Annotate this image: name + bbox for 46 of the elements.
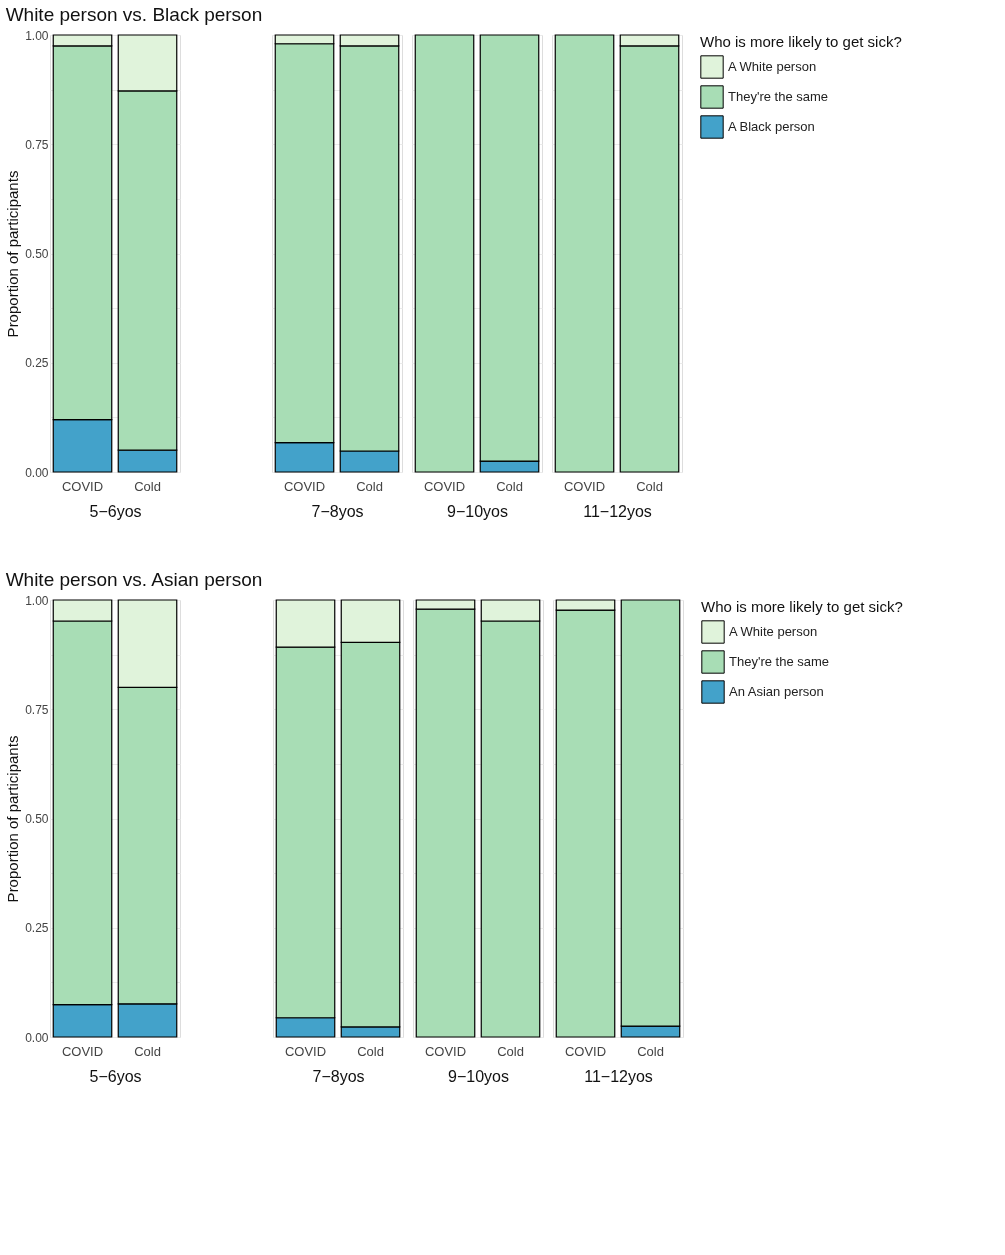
legend-label: They're the same — [729, 654, 830, 669]
x-tick-label: COVID — [564, 1043, 607, 1059]
y-tick-label: 0.25 — [25, 356, 49, 371]
x-tick-label: Cold — [134, 478, 161, 494]
legend-title: Who is more likely to get sick? — [700, 33, 902, 50]
y-axis-title: Proportion of participants — [4, 735, 22, 903]
legend-label: A White person — [728, 59, 817, 74]
x-tick-label: COVID — [424, 1043, 467, 1059]
chart-title: White person vs. Asian person — [5, 569, 263, 590]
y-tick-label: 1.00 — [25, 593, 49, 608]
x-axis-title: 7−8yos — [311, 502, 364, 520]
y-tick-label: 0.00 — [25, 1030, 49, 1045]
x-axis-title: 11−12yos — [584, 1067, 653, 1085]
x-tick-label: Cold — [134, 1043, 161, 1059]
legend-label: They're the same — [728, 89, 829, 104]
x-tick-label: Cold — [356, 478, 383, 494]
x-tick-label: COVID — [283, 478, 326, 494]
x-axis-title: 9−10yos — [447, 502, 508, 520]
chart-title: White person vs. Black person — [5, 4, 263, 25]
x-tick-label: Cold — [497, 1043, 524, 1059]
x-axis-title: 11−12yos — [583, 502, 652, 520]
x-tick-label: Cold — [496, 478, 523, 494]
x-axis-title: 7−8yos — [312, 1067, 365, 1085]
x-axis-title: 9−10yos — [448, 1067, 509, 1085]
y-tick-label: 0.75 — [25, 137, 49, 152]
x-axis-title: 5−6yos — [89, 502, 142, 520]
y-tick-label: 0.50 — [25, 247, 49, 261]
legend-label: An Asian person — [729, 684, 824, 699]
x-tick-label: Cold — [636, 478, 663, 494]
x-axis-title: 5−6yos — [89, 1067, 142, 1085]
legend-title: Who is more likely to get sick? — [701, 598, 903, 615]
y-tick-label: 1.00 — [25, 28, 49, 43]
x-tick-label: COVID — [61, 1043, 104, 1059]
y-tick-label: 0.50 — [25, 812, 49, 826]
x-tick-label: COVID — [284, 1043, 327, 1059]
x-tick-label: COVID — [423, 478, 466, 494]
legend-label: A Black person — [728, 119, 815, 134]
y-tick-label: 0.00 — [25, 465, 49, 480]
y-axis-title: Proportion of participants — [4, 170, 22, 338]
x-tick-label: COVID — [61, 478, 104, 494]
x-tick-label: Cold — [357, 1043, 384, 1059]
x-tick-label: COVID — [563, 478, 606, 494]
y-tick-label: 0.25 — [25, 921, 49, 936]
legend-label: A White person — [729, 624, 818, 639]
y-tick-label: 0.75 — [25, 702, 49, 717]
x-tick-label: Cold — [637, 1043, 664, 1059]
